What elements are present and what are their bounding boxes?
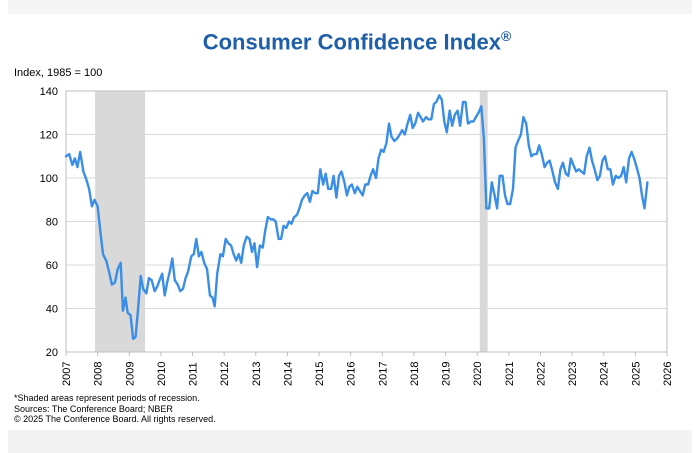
x-tick-2019: 2019 (441, 362, 453, 386)
x-tick-2014: 2014 (282, 362, 294, 386)
x-tick-2016: 2016 (346, 362, 358, 386)
y-tick-60: 60 (46, 260, 58, 272)
chart-title: Consumer Confidence Index® (0, 28, 700, 55)
y-tick-100: 100 (40, 173, 58, 185)
x-tick-2007: 2007 (61, 362, 73, 386)
x-tick-2017: 2017 (377, 362, 389, 386)
registered-mark: ® (500, 28, 512, 44)
footnote-sources: Sources: The Conference Board; NBER (14, 403, 173, 414)
x-tick-2023: 2023 (567, 362, 579, 386)
x-tick-2010: 2010 (156, 362, 168, 386)
x-tick-2026: 2026 (662, 362, 674, 386)
x-tick-2015: 2015 (314, 362, 326, 386)
y-tick-80: 80 (46, 217, 58, 229)
x-tick-labels: 2007 2008 2009 2010 2011 2012 2013 2014 2015 2016… (61, 352, 674, 386)
y-tick-140: 140 (40, 86, 58, 98)
top-band (8, 0, 692, 14)
x-tick-2020: 2020 (472, 362, 484, 386)
footnote-copyright: © 2025 The Conference Board. All rights … (14, 414, 216, 424)
gridlines (66, 134, 667, 309)
chart-title-text: Consumer Confidence Index (202, 29, 501, 55)
footnote-recession: *Shaded areas represent periods of reces… (14, 393, 200, 403)
x-tick-2009: 2009 (124, 362, 136, 386)
y-tick-labels: 20 40 60 80 100 120 140 (40, 86, 58, 359)
y-axis-label: Index, 1985 = 100 (14, 67, 103, 79)
plot-frame (65, 90, 668, 353)
footnotes: *Shaded areas represent periods of reces… (14, 393, 216, 425)
bottom-band (8, 430, 692, 453)
x-tick-2018: 2018 (409, 362, 421, 386)
y-tick-120: 120 (40, 130, 58, 142)
x-tick-2008: 2008 (93, 362, 105, 386)
x-tick-2013: 2013 (251, 362, 263, 386)
x-tick-2022: 2022 (535, 362, 547, 386)
x-tick-2012: 2012 (219, 362, 231, 386)
x-tick-2021: 2021 (504, 362, 516, 386)
x-tick-2011: 2011 (188, 362, 200, 386)
y-tick-40: 40 (46, 304, 58, 316)
x-tick-2025: 2025 (630, 362, 642, 386)
x-tick-2024: 2024 (599, 362, 611, 386)
y-tick-20: 20 (46, 347, 58, 359)
series-line-consumer-confidence (64, 94, 649, 341)
